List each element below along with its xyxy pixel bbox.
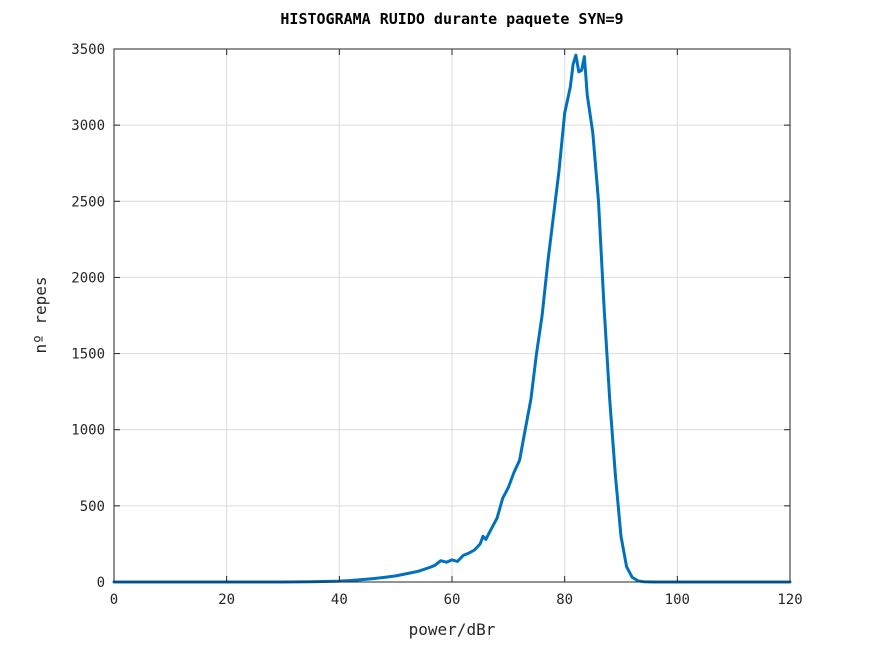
y-axis-label: nº repes bbox=[31, 276, 50, 353]
axis-ticks: 0 20 40 60 80 100 120 0 500 1000 1500 2000 2500 3000 3… bbox=[71, 42, 802, 608]
y-tick-label: 0 bbox=[97, 575, 105, 591]
y-tick-label: 500 bbox=[80, 499, 105, 515]
y-tick-label: 3500 bbox=[71, 42, 105, 58]
y-tick-label: 2000 bbox=[71, 270, 105, 286]
x-axis-label: power/dBr bbox=[409, 620, 496, 639]
y-tick-label: 2500 bbox=[71, 194, 105, 210]
x-tick-label: 100 bbox=[665, 592, 690, 608]
chart-title: HISTOGRAMA RUIDO durante paquete SYN=9 bbox=[280, 10, 623, 28]
x-tick-label: 40 bbox=[331, 592, 348, 608]
y-tick-label: 1000 bbox=[71, 423, 105, 439]
x-tick-label: 60 bbox=[444, 592, 461, 608]
y-tick-label: 3000 bbox=[71, 118, 105, 134]
histogram-series-line bbox=[112, 53, 792, 584]
grid-lines bbox=[114, 49, 790, 582]
y-tick-label: 1500 bbox=[71, 347, 105, 363]
x-tick-label: 20 bbox=[218, 592, 235, 608]
series-layer bbox=[112, 53, 792, 584]
x-tick-label: 0 bbox=[110, 592, 118, 608]
x-tick-label: 80 bbox=[556, 592, 573, 608]
x-tick-label: 120 bbox=[777, 592, 802, 608]
